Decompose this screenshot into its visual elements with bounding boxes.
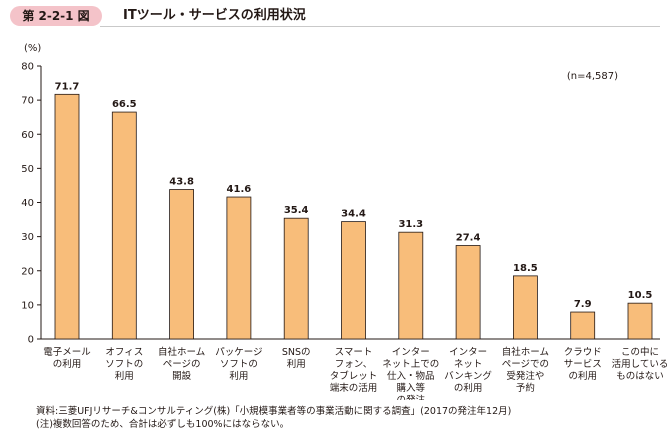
y-tick-label: 20 bbox=[21, 266, 34, 277]
figure-title: ITツール・サービスの利用状況 bbox=[123, 8, 306, 23]
category-label-line: 端末の活用 bbox=[330, 382, 378, 394]
category-label-line: ソフトの bbox=[220, 359, 258, 370]
y-axis-unit: (%) bbox=[24, 43, 41, 54]
category-label-line: タブレット bbox=[330, 370, 378, 382]
value-label: 18.5 bbox=[513, 263, 538, 274]
category-label-line: ページでの bbox=[502, 359, 549, 370]
bars bbox=[54, 93, 653, 340]
bar bbox=[283, 217, 309, 340]
category-label: スマートフォン、タブレット端末の活用 bbox=[330, 347, 378, 394]
bar bbox=[341, 221, 366, 340]
bar bbox=[398, 231, 424, 340]
bar bbox=[513, 275, 538, 340]
category-label-line: インター bbox=[392, 347, 430, 358]
category-label-line: ものはない bbox=[616, 371, 664, 382]
value-label: 71.7 bbox=[55, 81, 80, 92]
category-label-line: クラウド bbox=[564, 347, 602, 358]
category-labels: 電子メールの利用オフィスソフトの利用自社ホームページの開設パッケージソフトの利用… bbox=[43, 346, 668, 400]
category-label-line: 利用 bbox=[229, 370, 248, 382]
y-tick-label: 50 bbox=[21, 164, 34, 175]
category-label-line: 予約 bbox=[516, 382, 535, 394]
value-label: 43.8 bbox=[169, 177, 194, 188]
bar bbox=[111, 111, 137, 340]
figure-number-badge: 第 2-2-1 図 bbox=[10, 6, 102, 26]
value-label: 41.6 bbox=[227, 184, 252, 195]
y-tick-label: 60 bbox=[21, 130, 34, 141]
value-label: 10.5 bbox=[628, 290, 653, 301]
category-label: 自社ホームページでの受発注や予約 bbox=[502, 346, 549, 394]
category-label-line: この中に bbox=[621, 346, 659, 358]
category-label: クラウドサービスの利用 bbox=[564, 347, 602, 382]
bar bbox=[54, 93, 80, 340]
value-label: 66.5 bbox=[112, 99, 137, 110]
category-label-line: パッケージ bbox=[215, 347, 262, 358]
category-label-line: 受発注や bbox=[506, 370, 544, 382]
category-label-line: 開設 bbox=[172, 370, 192, 382]
category-label-line: 利用 bbox=[115, 370, 134, 382]
category-label-line: の発注 bbox=[397, 394, 426, 400]
category-label-line: 活用している bbox=[612, 358, 669, 370]
value-label: 7.9 bbox=[574, 299, 592, 310]
category-label: 電子メールの利用 bbox=[43, 347, 91, 370]
category-label-line: の利用 bbox=[53, 358, 82, 370]
value-label: 31.3 bbox=[398, 219, 423, 230]
category-label-line: 電子メール bbox=[43, 347, 91, 358]
value-label: 34.4 bbox=[341, 209, 366, 220]
notes: 資料:三菱UFJリサーチ&コンサルティング(株)「小規模事業者等の事業活動に関す… bbox=[36, 405, 511, 431]
bar bbox=[455, 245, 481, 340]
category-label-line: 自社ホーム bbox=[502, 346, 549, 358]
value-labels: 71.7 66.5 43.8 41.6 35.4 34.4 31.3 27.4 18.5 7.9 1… bbox=[55, 81, 653, 310]
category-label-line: ネット上での bbox=[382, 359, 439, 370]
category-label-line: 購入等 bbox=[397, 382, 426, 394]
y-tick-label: 0 bbox=[28, 335, 34, 346]
category-label-line: サービス bbox=[564, 359, 602, 370]
category-label-line: フォン、 bbox=[335, 359, 372, 370]
footnote: (注)複数回答のため、合計は必ずしも100%にはならない。 bbox=[36, 419, 290, 430]
category-label-line: の利用 bbox=[454, 382, 483, 394]
bar-chart: 0 10 20 30 40 50 60 70 80 71.7 66.5 43.8 41.6 35.4 34… bbox=[21, 43, 668, 400]
value-label: 35.4 bbox=[284, 205, 309, 216]
category-label-line: 自社ホーム bbox=[158, 346, 205, 358]
y-tick-label: 70 bbox=[21, 96, 34, 107]
category-label: この中に活用しているものはない bbox=[612, 346, 669, 382]
category-label-line: オフィス bbox=[105, 347, 143, 358]
category-label-line: の利用 bbox=[568, 370, 597, 382]
source-note: 資料:三菱UFJリサーチ&コンサルティング(株)「小規模事業者等の事業活動に関す… bbox=[36, 406, 512, 417]
value-label: 27.4 bbox=[456, 232, 481, 243]
category-label-line: インター bbox=[449, 347, 487, 358]
bar bbox=[169, 189, 195, 340]
category-label: 自社ホームページの開設 bbox=[158, 346, 205, 382]
category-label: インターネットバンキングの利用 bbox=[444, 347, 492, 394]
category-label-line: 仕入・物品 bbox=[387, 370, 435, 382]
category-label-line: ソフトの bbox=[105, 359, 143, 370]
category-label-line: バンキング bbox=[444, 370, 492, 382]
category-label-line: ネット bbox=[454, 359, 483, 370]
category-label-line: SNSの bbox=[282, 347, 311, 358]
bar bbox=[570, 311, 596, 340]
category-label-line: スマート bbox=[335, 347, 373, 358]
category-label-line: 利用 bbox=[287, 358, 306, 370]
category-label: インターネット上での仕入・物品購入等の発注 bbox=[382, 347, 439, 400]
y-tick-label: 80 bbox=[21, 62, 34, 73]
y-tick-label: 30 bbox=[21, 232, 34, 243]
title-underline bbox=[100, 26, 660, 27]
y-tick-label: 40 bbox=[21, 198, 34, 209]
category-label: SNSの利用 bbox=[282, 347, 311, 370]
bar bbox=[627, 302, 653, 340]
sample-size-note: (n=4,587) bbox=[567, 71, 618, 82]
category-label: パッケージソフトの利用 bbox=[215, 347, 262, 382]
category-label-line: ページの bbox=[163, 359, 201, 370]
bar bbox=[226, 196, 252, 340]
y-tick-label: 10 bbox=[21, 300, 34, 311]
category-label: オフィスソフトの利用 bbox=[105, 347, 143, 382]
y-axis: 0 10 20 30 40 50 60 70 80 bbox=[21, 62, 660, 346]
